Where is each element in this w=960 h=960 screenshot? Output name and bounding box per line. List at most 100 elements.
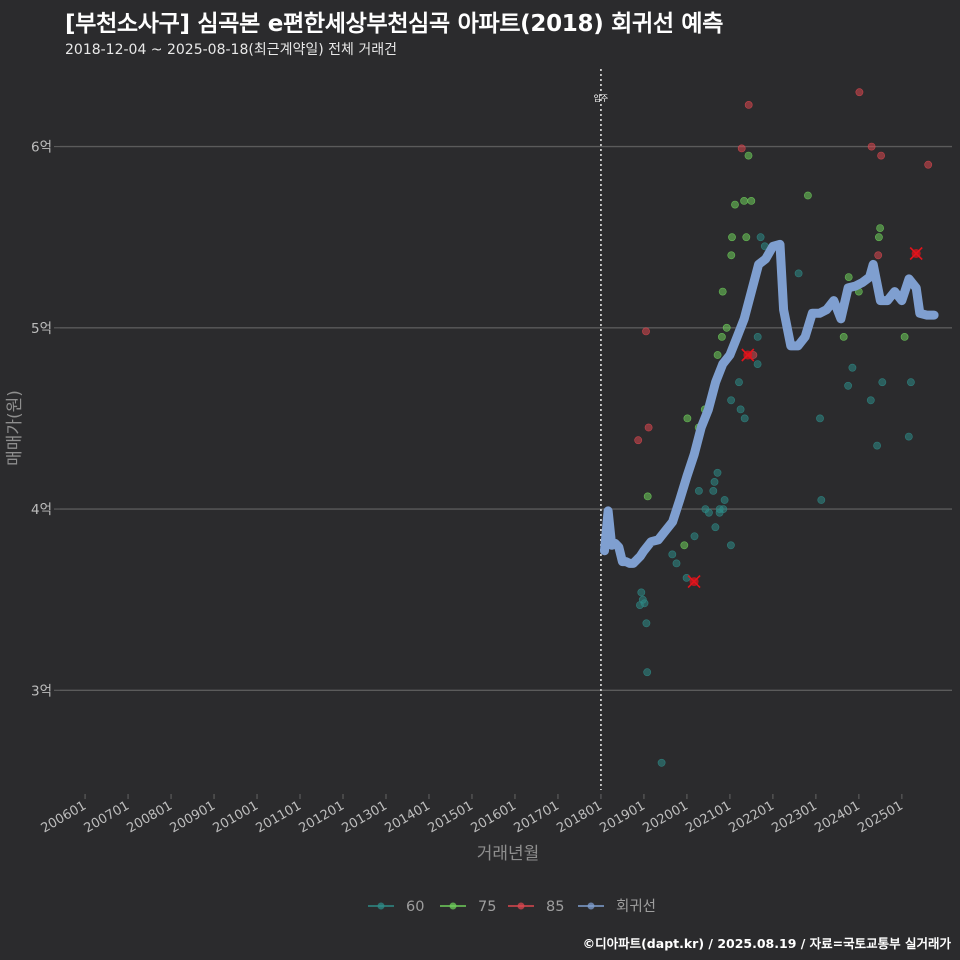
point-85 [877,151,885,160]
point-75 [680,541,689,550]
source-caption: ©디아파트(dapt.kr) / 2025.08.19 / 자료=국토교통부 실… [582,936,951,951]
x-tick-label: 202301 [769,798,819,836]
point-60 [907,378,915,387]
y-tick-label: 4억 [31,502,52,518]
point-75 [747,196,756,205]
legend-swatch [517,902,525,910]
x-tick-label: 201401 [382,798,432,836]
x-tick-label: 200901 [168,798,218,836]
chart-subtitle: 2018-12-04 ~ 2025-08-18(최근계약일) 전체 거래건 [65,42,397,58]
point-60 [756,233,765,242]
point-60 [844,381,852,390]
legend-label: 75 [478,899,496,915]
point-60 [668,550,677,559]
point-60 [727,541,735,550]
move-in-label: 입주 [594,94,609,103]
x-tick-label: 201301 [340,798,390,836]
point-60 [637,588,646,597]
annotation-layer: 입주 [594,69,609,790]
point-60 [701,505,710,513]
x-tick-label: 202501 [855,798,905,836]
legend-swatch [587,902,595,910]
highlight-marker [741,348,755,362]
point-75 [804,191,812,200]
point-60 [642,619,651,628]
point-75 [713,351,722,359]
point-75 [740,196,748,205]
point-75 [722,323,731,332]
legend-item: 75 [440,899,496,915]
point-75 [718,287,727,296]
x-tick-label: 201101 [254,798,304,836]
highlight-layer [687,246,923,589]
points-layer [634,88,933,767]
point-60 [719,505,728,513]
point-60 [904,432,913,441]
chart-title: [부천소사구] 심곡본 e편한세상부천심곡 아파트(2018) 회귀선 예측 [65,11,724,37]
x-axis-title: 거래년월 [477,844,540,864]
point-85 [642,327,650,336]
point-85 [924,160,933,169]
point-60 [720,496,729,504]
x-tick-label: 201901 [597,798,647,836]
point-75 [744,151,753,160]
point-75 [742,233,751,242]
point-60 [878,378,887,387]
point-60 [682,574,691,582]
point-85 [867,142,876,151]
point-60 [643,668,652,677]
x-tick-label: 202101 [683,798,733,836]
legend-label: 60 [406,899,424,915]
point-60 [657,758,666,767]
legend: 60 75 85 회귀선 [368,898,656,915]
point-75 [731,200,739,209]
point-60 [690,532,699,541]
point-60 [866,396,875,405]
point-60 [794,269,803,278]
point-60 [848,363,857,372]
point-75 [728,233,736,242]
x-tick-label: 201501 [425,798,475,836]
point-60 [695,486,703,495]
point-60 [736,405,745,414]
x-tick-label: 201601 [468,798,518,836]
legend-item: 85 [508,899,564,915]
legend-label: 85 [546,899,564,915]
regression-layer [600,239,939,568]
legend-item: 회귀선 [578,898,656,915]
point-60 [710,477,719,486]
point-75 [839,332,848,341]
point-75 [718,332,726,341]
point-60 [753,360,762,368]
x-tick-label: 200601 [39,798,89,836]
point-75 [875,233,883,242]
legend-label: 회귀선 [616,898,656,915]
point-60 [816,414,824,423]
legend-swatch [449,902,457,910]
y-tick-label: 5억 [31,321,52,337]
point-85 [634,436,643,445]
point-60 [817,496,826,504]
point-85 [644,423,653,432]
x-tick-label: 200701 [82,798,132,836]
point-75 [876,224,884,232]
point-60 [753,332,762,341]
regression-line [600,239,939,568]
point-85 [744,101,753,109]
point-75 [844,273,853,281]
point-75 [643,492,652,501]
point-75 [900,332,909,341]
x-tick-label: 201201 [297,798,347,836]
x-tick-label: 202001 [640,798,690,836]
y-tick-label: 3억 [31,683,52,699]
x-tick-label: 201801 [554,798,604,836]
point-60 [873,441,881,450]
legend-swatch [377,902,385,910]
legend-item: 60 [368,899,424,915]
x-tick-label: 202201 [726,798,776,836]
x-tick-label: 200801 [125,798,175,836]
point-60 [740,414,749,423]
highlight-marker [909,246,923,261]
point-60 [709,486,718,495]
